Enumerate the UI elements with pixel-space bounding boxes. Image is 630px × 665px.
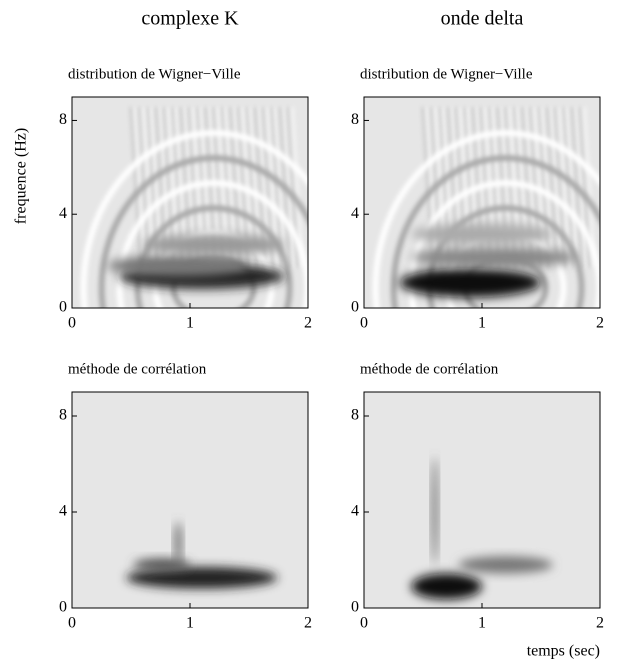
texture [399,267,541,298]
texture [126,566,278,589]
y-tick-label: 0 [59,299,67,316]
x-tick-label: 0 [68,615,76,632]
texture [98,155,308,308]
texture [107,255,249,277]
heatmap-image [364,97,600,308]
texture [411,246,577,268]
texture [80,130,308,308]
panel-title: distribution de Wigner−Ville [68,66,241,82]
texture [174,521,182,565]
x-tick-label: 2 [304,315,312,332]
texture [458,556,553,574]
texture [129,106,143,269]
texture [133,558,190,572]
x-tick-label: 1 [186,315,194,332]
texture [553,106,567,269]
panel-title: méthode de corrélation [68,361,207,377]
panel: distribution de Wigner−Ville 0 1 2 0 4 8 [59,66,312,332]
column-title: onde delta [441,8,524,30]
panel: distribution de Wigner−Ville 0 1 2 0 4 8 [351,66,604,332]
texture [549,106,563,269]
texture [537,106,551,269]
y-tick-label: 0 [351,299,359,316]
y-tick-label: 8 [351,407,359,424]
texture [372,130,600,308]
x-tick-label: 0 [68,315,76,332]
texture [142,234,285,256]
texture [152,230,275,308]
y-tick-label: 8 [59,407,67,424]
panel: méthode de corrélation 0 1 2 0 4 8 [351,361,604,631]
panel-title: distribution de Wigner−Ville [360,66,533,82]
texture [390,155,600,308]
x-tick-label: 1 [186,615,194,632]
column-title: complexe K [141,8,239,30]
x-axis-label: temps (sec) [527,643,600,660]
panel: méthode de corrélation 0 1 2 0 4 8 [59,361,312,631]
texture [411,223,553,245]
x-tick-label: 0 [360,315,368,332]
y-axis-label: frequence (Hz) [13,128,30,224]
panel-title: méthode de corrélation [360,361,499,377]
y-tick-label: 8 [59,111,67,128]
y-tick-label: 0 [351,599,359,616]
x-tick-label: 2 [596,315,604,332]
texture [561,106,575,269]
y-tick-label: 8 [351,111,359,128]
x-tick-label: 1 [478,615,486,632]
texture [134,205,293,308]
texture [411,573,482,600]
y-tick-label: 4 [59,205,67,222]
texture [431,456,438,565]
x-tick-label: 2 [304,615,312,632]
texture [541,106,555,269]
x-tick-label: 0 [360,615,368,632]
y-tick-label: 4 [351,503,359,520]
heatmap-image [72,97,308,308]
texture [545,106,559,269]
x-tick-label: 2 [596,615,604,632]
y-tick-label: 0 [59,599,67,616]
y-tick-label: 4 [351,205,359,222]
heatmap-image [72,392,308,608]
heatmap-image [364,392,600,608]
y-tick-label: 4 [59,503,67,520]
background [364,392,600,608]
x-tick-label: 1 [478,315,486,332]
